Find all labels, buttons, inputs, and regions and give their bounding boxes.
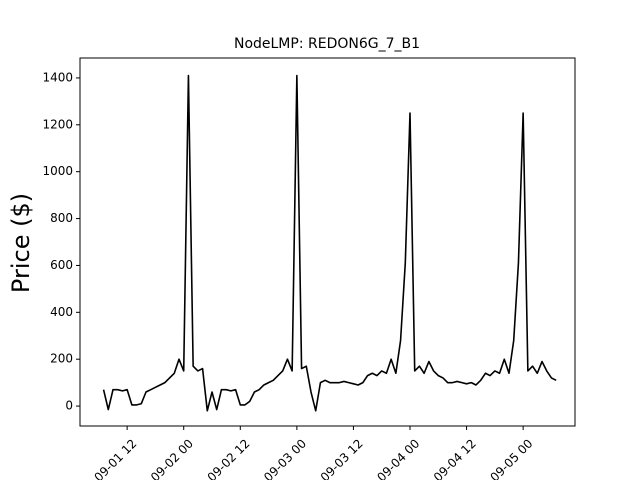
price-line xyxy=(102,74,557,412)
y-tick-label: 1000 xyxy=(42,164,73,178)
chart-title: NodeLMP: REDON6G_7_B1 xyxy=(234,36,420,52)
axes-frame xyxy=(79,57,576,427)
y-tick-label: 1200 xyxy=(42,117,73,131)
y-tick-label: 400 xyxy=(50,305,73,319)
y-tick-label: 0 xyxy=(65,399,73,413)
y-tick-label: 800 xyxy=(50,211,73,225)
y-tick-label: 200 xyxy=(50,352,73,366)
y-tick-label: 1400 xyxy=(42,70,73,84)
y-axis-label: Price ($) xyxy=(7,193,35,293)
y-tick-label: 600 xyxy=(50,258,73,272)
